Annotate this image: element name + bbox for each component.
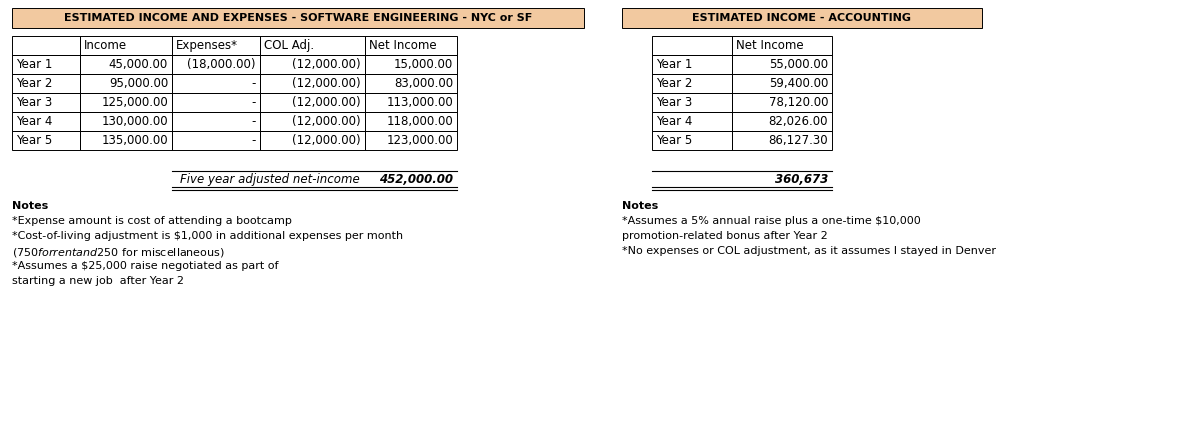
Bar [172, 112, 260, 131]
Text: 360,673: 360,673 [775, 172, 828, 185]
Bar [80, 112, 172, 131]
Bar [365, 93, 457, 112]
Text: 125,000.00: 125,000.00 [101, 96, 168, 109]
Text: 59,400.00: 59,400.00 [769, 77, 828, 90]
Text: Year 2: Year 2 [16, 77, 53, 90]
Bar [12, 112, 80, 131]
Text: Year 3: Year 3 [656, 96, 692, 109]
Bar [12, 131, 80, 150]
Bar [260, 93, 365, 112]
Text: 45,000.00: 45,000.00 [109, 58, 168, 71]
Bar [365, 74, 457, 93]
Text: (12,000.00): (12,000.00) [293, 58, 361, 71]
Text: (12,000.00): (12,000.00) [293, 134, 361, 147]
Text: 135,000.00: 135,000.00 [101, 134, 168, 147]
Text: ($750 for rent and $250 for miscellaneous): ($750 for rent and $250 for miscellaneou… [12, 246, 224, 259]
Text: COL Adj.: COL Adj. [264, 39, 314, 52]
Text: Notes: Notes [12, 201, 48, 211]
Text: *No expenses or COL adjustment, as it assumes I stayed in Denver: *No expenses or COL adjustment, as it as… [622, 246, 996, 256]
Text: 113,000.00: 113,000.00 [386, 96, 454, 109]
Bar [260, 36, 365, 55]
Text: Five year adjusted net-income: Five year adjusted net-income [180, 172, 360, 185]
Bar [260, 55, 365, 74]
Text: *Assumes a 5% annual raise plus a one-time $10,000: *Assumes a 5% annual raise plus a one-ti… [622, 216, 920, 226]
Text: (18,000.00): (18,000.00) [187, 58, 256, 71]
Bar [12, 36, 80, 55]
Text: 118,000.00: 118,000.00 [386, 115, 454, 128]
Bar [365, 36, 457, 55]
Text: Year 1: Year 1 [656, 58, 692, 71]
Text: 123,000.00: 123,000.00 [386, 134, 454, 147]
Bar [652, 74, 732, 93]
Text: promotion-related bonus after Year 2: promotion-related bonus after Year 2 [622, 231, 828, 241]
Bar [732, 36, 832, 55]
Bar [622, 8, 982, 28]
Bar [732, 74, 832, 93]
Text: 130,000.00: 130,000.00 [101, 115, 168, 128]
Text: (12,000.00): (12,000.00) [293, 77, 361, 90]
Bar [12, 8, 584, 28]
Text: *Assumes a $25,000 raise negotiated as part of: *Assumes a $25,000 raise negotiated as p… [12, 261, 278, 271]
Bar [80, 36, 172, 55]
Bar [80, 55, 172, 74]
Text: Year 4: Year 4 [16, 115, 53, 128]
Text: *Expense amount is cost of attending a bootcamp: *Expense amount is cost of attending a b… [12, 216, 292, 226]
Bar [172, 36, 260, 55]
Bar [652, 55, 732, 74]
Bar [652, 112, 732, 131]
Text: Net Income: Net Income [370, 39, 437, 52]
Text: 78,120.00: 78,120.00 [768, 96, 828, 109]
Text: Year 3: Year 3 [16, 96, 53, 109]
Bar [172, 93, 260, 112]
Text: *Cost-of-living adjustment is $1,000 in additional expenses per month: *Cost-of-living adjustment is $1,000 in … [12, 231, 403, 241]
Text: -: - [252, 134, 256, 147]
Text: (12,000.00): (12,000.00) [293, 115, 361, 128]
Text: Expenses*: Expenses* [176, 39, 238, 52]
Text: Year 5: Year 5 [16, 134, 53, 147]
Bar [732, 131, 832, 150]
Bar [732, 112, 832, 131]
Text: -: - [252, 96, 256, 109]
Text: 55,000.00: 55,000.00 [769, 58, 828, 71]
Bar [260, 74, 365, 93]
Bar [172, 131, 260, 150]
Bar [80, 93, 172, 112]
Bar [652, 93, 732, 112]
Bar [365, 55, 457, 74]
Text: (12,000.00): (12,000.00) [293, 96, 361, 109]
Bar [12, 74, 80, 93]
Text: Notes: Notes [622, 201, 659, 211]
Bar [732, 55, 832, 74]
Text: Year 1: Year 1 [16, 58, 53, 71]
Bar [80, 74, 172, 93]
Text: -: - [252, 77, 256, 90]
Text: 83,000.00: 83,000.00 [394, 77, 454, 90]
Bar [365, 131, 457, 150]
Text: Year 4: Year 4 [656, 115, 692, 128]
Bar [652, 131, 732, 150]
Bar [652, 36, 732, 55]
Text: Net Income: Net Income [736, 39, 804, 52]
Text: Income: Income [84, 39, 127, 52]
Bar [365, 112, 457, 131]
Bar [172, 55, 260, 74]
Bar [732, 93, 832, 112]
Text: 82,026.00: 82,026.00 [768, 115, 828, 128]
Text: 95,000.00: 95,000.00 [109, 77, 168, 90]
Text: 86,127.30: 86,127.30 [768, 134, 828, 147]
Bar [12, 55, 80, 74]
Bar [80, 131, 172, 150]
Bar [260, 131, 365, 150]
Text: ESTIMATED INCOME - ACCOUNTING: ESTIMATED INCOME - ACCOUNTING [692, 13, 912, 23]
Text: ESTIMATED INCOME AND EXPENSES - SOFTWARE ENGINEERING - NYC or SF: ESTIMATED INCOME AND EXPENSES - SOFTWARE… [64, 13, 532, 23]
Text: Year 5: Year 5 [656, 134, 692, 147]
Text: 15,000.00: 15,000.00 [394, 58, 454, 71]
Text: Year 2: Year 2 [656, 77, 692, 90]
Bar [172, 74, 260, 93]
Bar [260, 112, 365, 131]
Text: 452,000.00: 452,000.00 [379, 172, 454, 185]
Text: -: - [252, 115, 256, 128]
Text: starting a new job  after Year 2: starting a new job after Year 2 [12, 276, 184, 286]
Bar [12, 93, 80, 112]
